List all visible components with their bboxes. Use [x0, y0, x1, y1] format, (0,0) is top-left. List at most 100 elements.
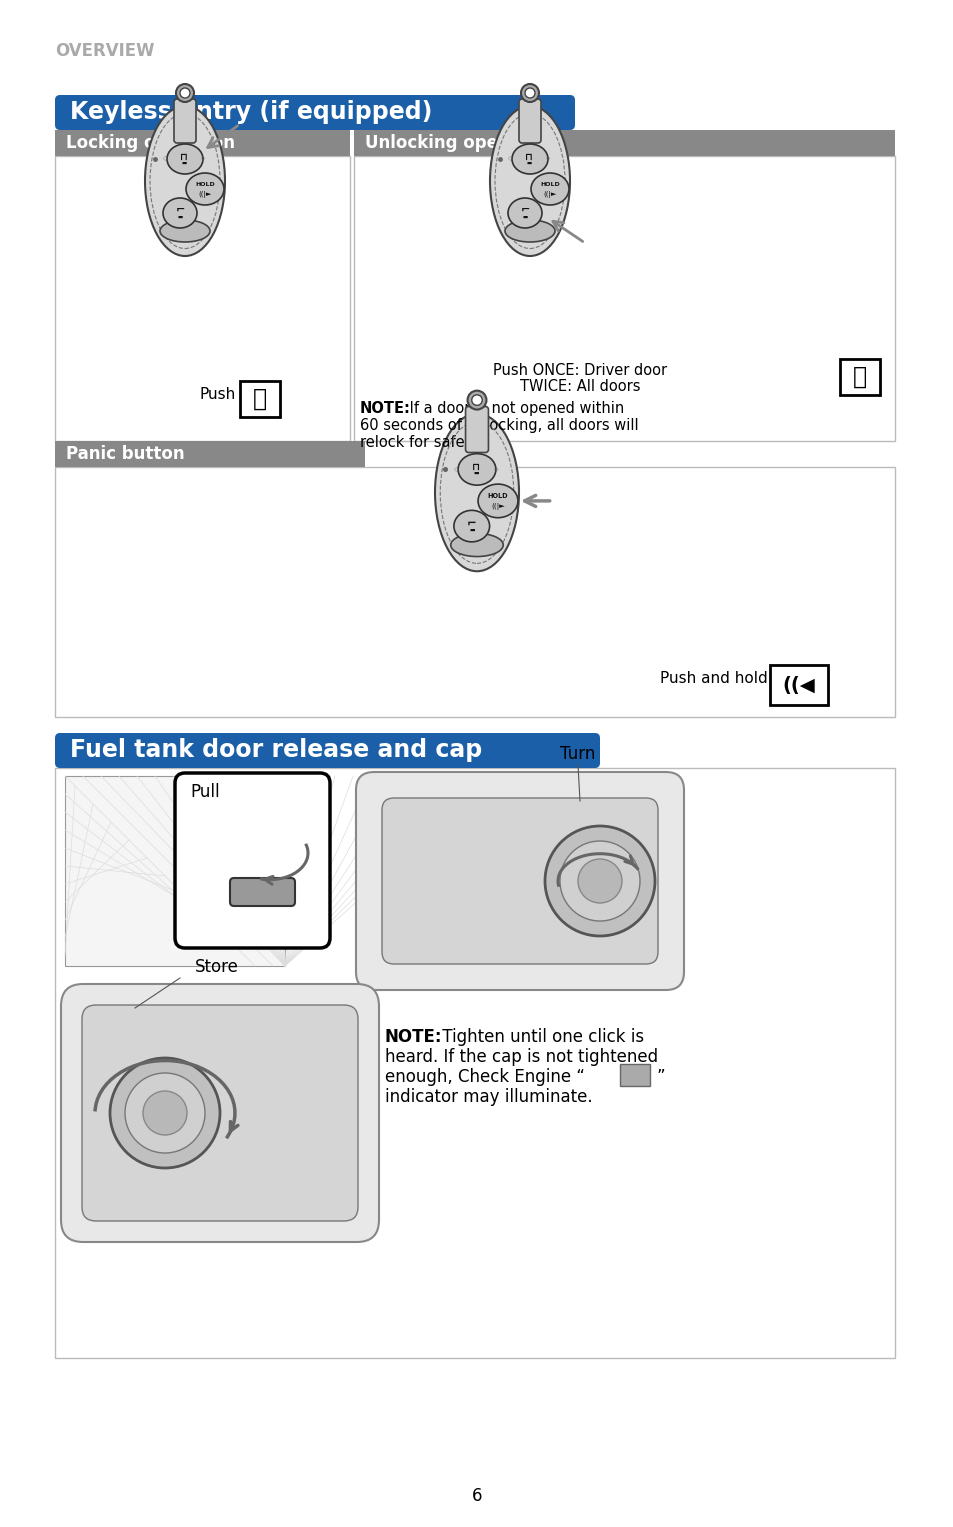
Text: Keyless entry (if equipped): Keyless entry (if equipped) [70, 99, 432, 124]
Text: ◇: ◇ [201, 156, 205, 162]
Text: ((◀: ((◀ [781, 675, 815, 695]
Text: HOLD: HOLD [487, 493, 508, 499]
Bar [55, 467, 894, 718]
Text: ▬: ▬ [473, 472, 478, 476]
Text: If a door is not opened within: If a door is not opened within [405, 402, 623, 415]
Ellipse shape [450, 533, 503, 556]
Ellipse shape [454, 510, 489, 542]
Bar [354, 156, 894, 441]
Text: 6: 6 [471, 1487, 482, 1506]
Circle shape [578, 860, 621, 902]
Text: ⊓: ⊓ [472, 463, 479, 472]
FancyBboxPatch shape [55, 733, 599, 768]
Text: ▬: ▬ [469, 528, 474, 533]
Bar [240, 382, 280, 417]
Ellipse shape [186, 173, 224, 205]
FancyBboxPatch shape [465, 406, 488, 452]
Text: ◇: ◇ [507, 156, 512, 162]
Ellipse shape [512, 144, 547, 174]
Bar [769, 664, 827, 705]
FancyBboxPatch shape [173, 99, 195, 144]
Text: NOTE:: NOTE: [385, 1028, 442, 1046]
Text: ◇: ◇ [493, 467, 497, 472]
Ellipse shape [435, 414, 518, 571]
Ellipse shape [507, 199, 541, 228]
Circle shape [544, 826, 655, 936]
Text: ▬: ▬ [181, 160, 187, 165]
Ellipse shape [163, 199, 196, 228]
Text: Fuel tank door release and cap: Fuel tank door release and cap [70, 738, 482, 762]
Ellipse shape [531, 173, 568, 205]
Text: NOTE:: NOTE: [359, 402, 411, 415]
Text: Locking operation: Locking operation [66, 134, 234, 153]
Text: ◇: ◇ [163, 156, 167, 162]
Bar [55, 441, 365, 467]
Text: 🔒: 🔒 [253, 386, 267, 411]
Ellipse shape [145, 105, 225, 257]
FancyBboxPatch shape [61, 983, 378, 1241]
Text: ◇: ◇ [454, 467, 457, 472]
Text: Unlocking operation: Unlocking operation [365, 134, 554, 153]
Ellipse shape [457, 454, 496, 486]
Bar [65, 776, 285, 967]
Bar [55, 130, 350, 156]
Ellipse shape [490, 105, 569, 257]
Circle shape [471, 395, 482, 405]
Circle shape [175, 84, 193, 102]
Text: ((|►: ((|► [198, 191, 212, 197]
Text: Tighten until one click is: Tighten until one click is [436, 1028, 643, 1046]
Text: heard. If the cap is not tightened: heard. If the cap is not tightened [385, 1048, 658, 1066]
Text: ▬: ▬ [522, 214, 527, 220]
Text: Turn: Turn [559, 745, 595, 764]
Text: 🔓: 🔓 [852, 365, 866, 389]
Bar [55, 768, 894, 1358]
Bar [354, 130, 894, 156]
Text: HOLD: HOLD [195, 182, 214, 186]
Bar [55, 156, 350, 441]
Text: Store: Store [194, 957, 238, 976]
Text: Pull: Pull [190, 783, 219, 802]
Text: 60 seconds of unlocking, all doors will: 60 seconds of unlocking, all doors will [359, 418, 638, 434]
Ellipse shape [160, 220, 210, 241]
Text: indicator may illuminate.: indicator may illuminate. [385, 1089, 592, 1106]
Circle shape [520, 84, 538, 102]
Text: ▬: ▬ [526, 160, 531, 165]
Text: enough, Check Engine “: enough, Check Engine “ [385, 1067, 584, 1086]
Text: ⊓: ⊓ [524, 153, 533, 162]
FancyBboxPatch shape [355, 773, 683, 989]
Ellipse shape [504, 220, 555, 241]
Ellipse shape [477, 484, 517, 518]
Circle shape [180, 89, 190, 98]
Text: HOLD: HOLD [539, 182, 559, 186]
Ellipse shape [167, 144, 203, 174]
Text: Push: Push [200, 386, 236, 402]
Text: ((|►: ((|► [491, 502, 504, 510]
Text: OVERVIEW: OVERVIEW [55, 43, 154, 60]
Circle shape [143, 1090, 187, 1135]
Bar [840, 359, 879, 395]
Circle shape [559, 841, 639, 921]
Text: ((|►: ((|► [543, 191, 556, 197]
Text: Push ONCE: Driver door: Push ONCE: Driver door [493, 363, 666, 379]
Text: ⌐: ⌐ [519, 205, 529, 215]
FancyBboxPatch shape [381, 799, 658, 964]
Circle shape [110, 1058, 220, 1168]
Text: ⊓: ⊓ [180, 153, 188, 162]
FancyBboxPatch shape [174, 773, 330, 948]
Text: Panic button: Panic button [66, 444, 185, 463]
Circle shape [524, 89, 535, 98]
Circle shape [467, 391, 486, 409]
Text: Push and hold: Push and hold [659, 670, 767, 686]
Bar [619, 1064, 649, 1086]
FancyBboxPatch shape [82, 1005, 357, 1222]
Text: ⌐: ⌐ [466, 516, 476, 530]
Text: ”: ” [657, 1067, 665, 1086]
FancyBboxPatch shape [518, 99, 540, 144]
FancyBboxPatch shape [230, 878, 294, 906]
Circle shape [125, 1073, 205, 1153]
Text: ◇: ◇ [545, 156, 550, 162]
Text: TWICE: All doors: TWICE: All doors [519, 379, 639, 394]
Text: ▬: ▬ [177, 214, 182, 220]
Text: relock for safety.: relock for safety. [359, 435, 481, 450]
FancyBboxPatch shape [55, 95, 575, 130]
